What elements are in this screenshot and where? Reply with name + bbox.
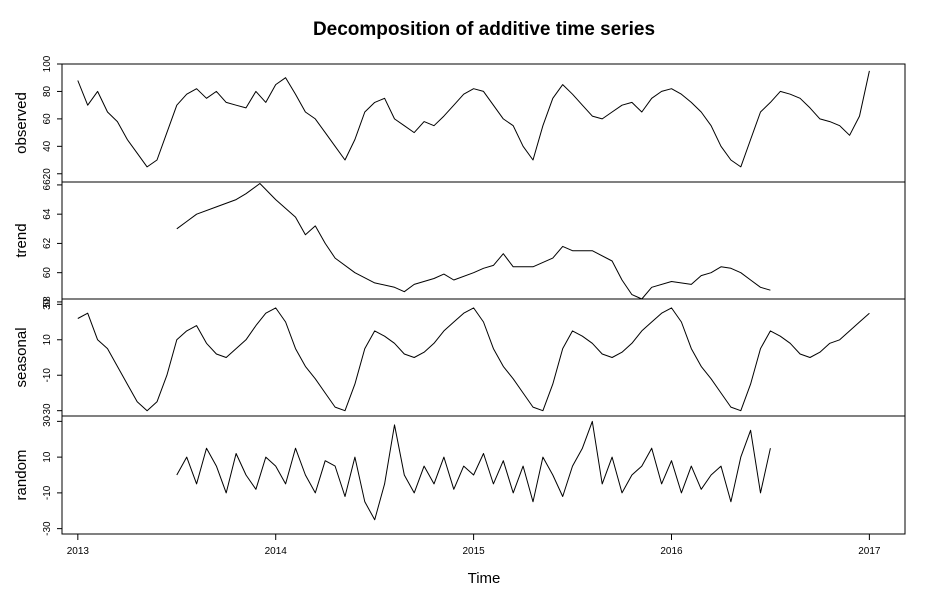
series-line-trend bbox=[176, 183, 771, 300]
y-tick-label-seasonal: -30 bbox=[42, 403, 53, 418]
y-tick-label-trend: 62 bbox=[42, 237, 53, 249]
y-tick-label-observed: 80 bbox=[42, 85, 53, 97]
y-tick-label-observed: 20 bbox=[42, 168, 53, 180]
y-tick-label-seasonal: -10 bbox=[42, 368, 53, 383]
panel-frame-trend bbox=[61, 181, 906, 300]
panels-group: observed 20 40 60 80 100 trend 58 60 62 64 66 season… bbox=[13, 55, 906, 536]
panel-frame-seasonal bbox=[61, 298, 906, 417]
panel-random: random -30 -10 10 30 bbox=[13, 415, 906, 536]
panel-frame-random bbox=[61, 415, 906, 535]
y-tick-label-observed: 60 bbox=[42, 113, 53, 125]
series-line-seasonal bbox=[77, 307, 870, 412]
x-axis: 2013 2014 2015 2016 2017 bbox=[67, 533, 881, 557]
y-axis-label-seasonal: seasonal bbox=[13, 327, 30, 387]
x-axis-label: Time bbox=[468, 570, 501, 587]
x-tick-label: 2015 bbox=[462, 546, 485, 557]
x-tick-label: 2016 bbox=[660, 546, 683, 557]
y-axis-label-observed: observed bbox=[13, 92, 30, 154]
y-tick-label-random: 10 bbox=[42, 451, 53, 463]
panel-frame-observed bbox=[61, 63, 906, 183]
x-tick-label: 2014 bbox=[265, 546, 288, 557]
y-axis-label-trend: trend bbox=[13, 223, 30, 257]
y-axis-label-random: random bbox=[13, 450, 30, 501]
y-tick-label-random: -30 bbox=[42, 521, 53, 536]
y-tick-label-trend: 66 bbox=[42, 179, 53, 191]
y-tick-label-random: -10 bbox=[42, 485, 53, 500]
y-tick-label-seasonal: 10 bbox=[42, 334, 53, 346]
x-tick-label: 2017 bbox=[858, 546, 881, 557]
panel-trend: trend 58 60 62 64 66 bbox=[13, 179, 906, 308]
y-tick-label-observed: 40 bbox=[42, 140, 53, 152]
x-tick-label: 2013 bbox=[67, 546, 90, 557]
y-tick-label-trend: 64 bbox=[42, 208, 53, 220]
series-line-random bbox=[176, 420, 771, 521]
y-tick-label-trend: 58 bbox=[42, 296, 53, 308]
y-tick-label-random: 30 bbox=[42, 415, 53, 427]
y-tick-label-trend: 60 bbox=[42, 267, 53, 279]
series-line-observed bbox=[77, 70, 870, 168]
panel-seasonal: seasonal -30 -10 10 30 bbox=[13, 298, 906, 418]
y-tick-label-seasonal: 30 bbox=[42, 298, 53, 310]
y-tick-label-observed: 100 bbox=[42, 55, 53, 72]
chart-title: Decomposition of additive time series bbox=[313, 19, 655, 40]
panel-observed: observed 20 40 60 80 100 bbox=[13, 55, 906, 183]
